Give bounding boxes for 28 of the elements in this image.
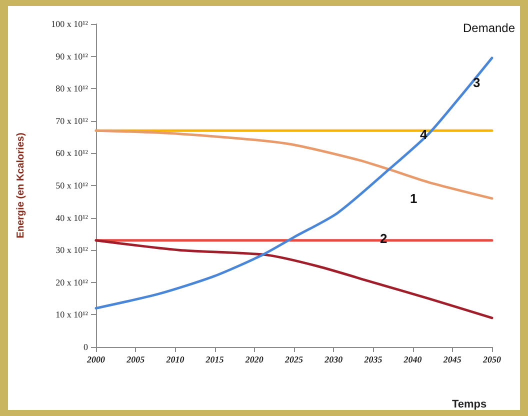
y-tick-label: 10 x 10¹² [56, 310, 88, 320]
x-tick-label: 2045 [442, 354, 462, 364]
annotation: 3 [473, 75, 480, 90]
y-tick-label: 90 x 10¹² [56, 51, 88, 62]
y-tick-label: 60 x 10¹² [56, 148, 88, 158]
x-axis-title: Temps [452, 398, 487, 410]
annotation: 1 [410, 191, 418, 206]
y-tick-label: 80 x 10¹² [56, 84, 88, 94]
x-tick-label: 2025 [284, 354, 304, 364]
x-tick-label: 2005 [126, 354, 146, 364]
y-tick-label: 0 [84, 342, 88, 352]
y-tick-label: 30 x 10¹² [56, 245, 88, 256]
y-axis-title: Energie (en Kcalories) [16, 132, 26, 238]
y-tick-label: 70 x 10¹² [56, 116, 88, 126]
x-tick-label: 2030 [324, 354, 344, 364]
line-series [94, 56, 494, 310]
y-tick-label: 40 x 10¹² [56, 212, 88, 223]
x-tick-label: 2010 [165, 354, 185, 364]
y-tick-label: 20 x 10¹² [56, 277, 88, 288]
x-tick-label: 2015 [204, 354, 224, 364]
y-tick-label: 100 x 10¹² [51, 19, 88, 29]
x-tick-label: 2040 [402, 354, 422, 364]
x-tick-label: 2035 [363, 354, 383, 364]
annotation: Demande [463, 21, 516, 35]
x-tick-label: 2020 [244, 354, 264, 364]
x-tick-label: 2000 [86, 354, 106, 364]
y-tick-label: 50 x 10¹² [56, 180, 88, 190]
x-tick-label: 2050 [482, 354, 502, 364]
